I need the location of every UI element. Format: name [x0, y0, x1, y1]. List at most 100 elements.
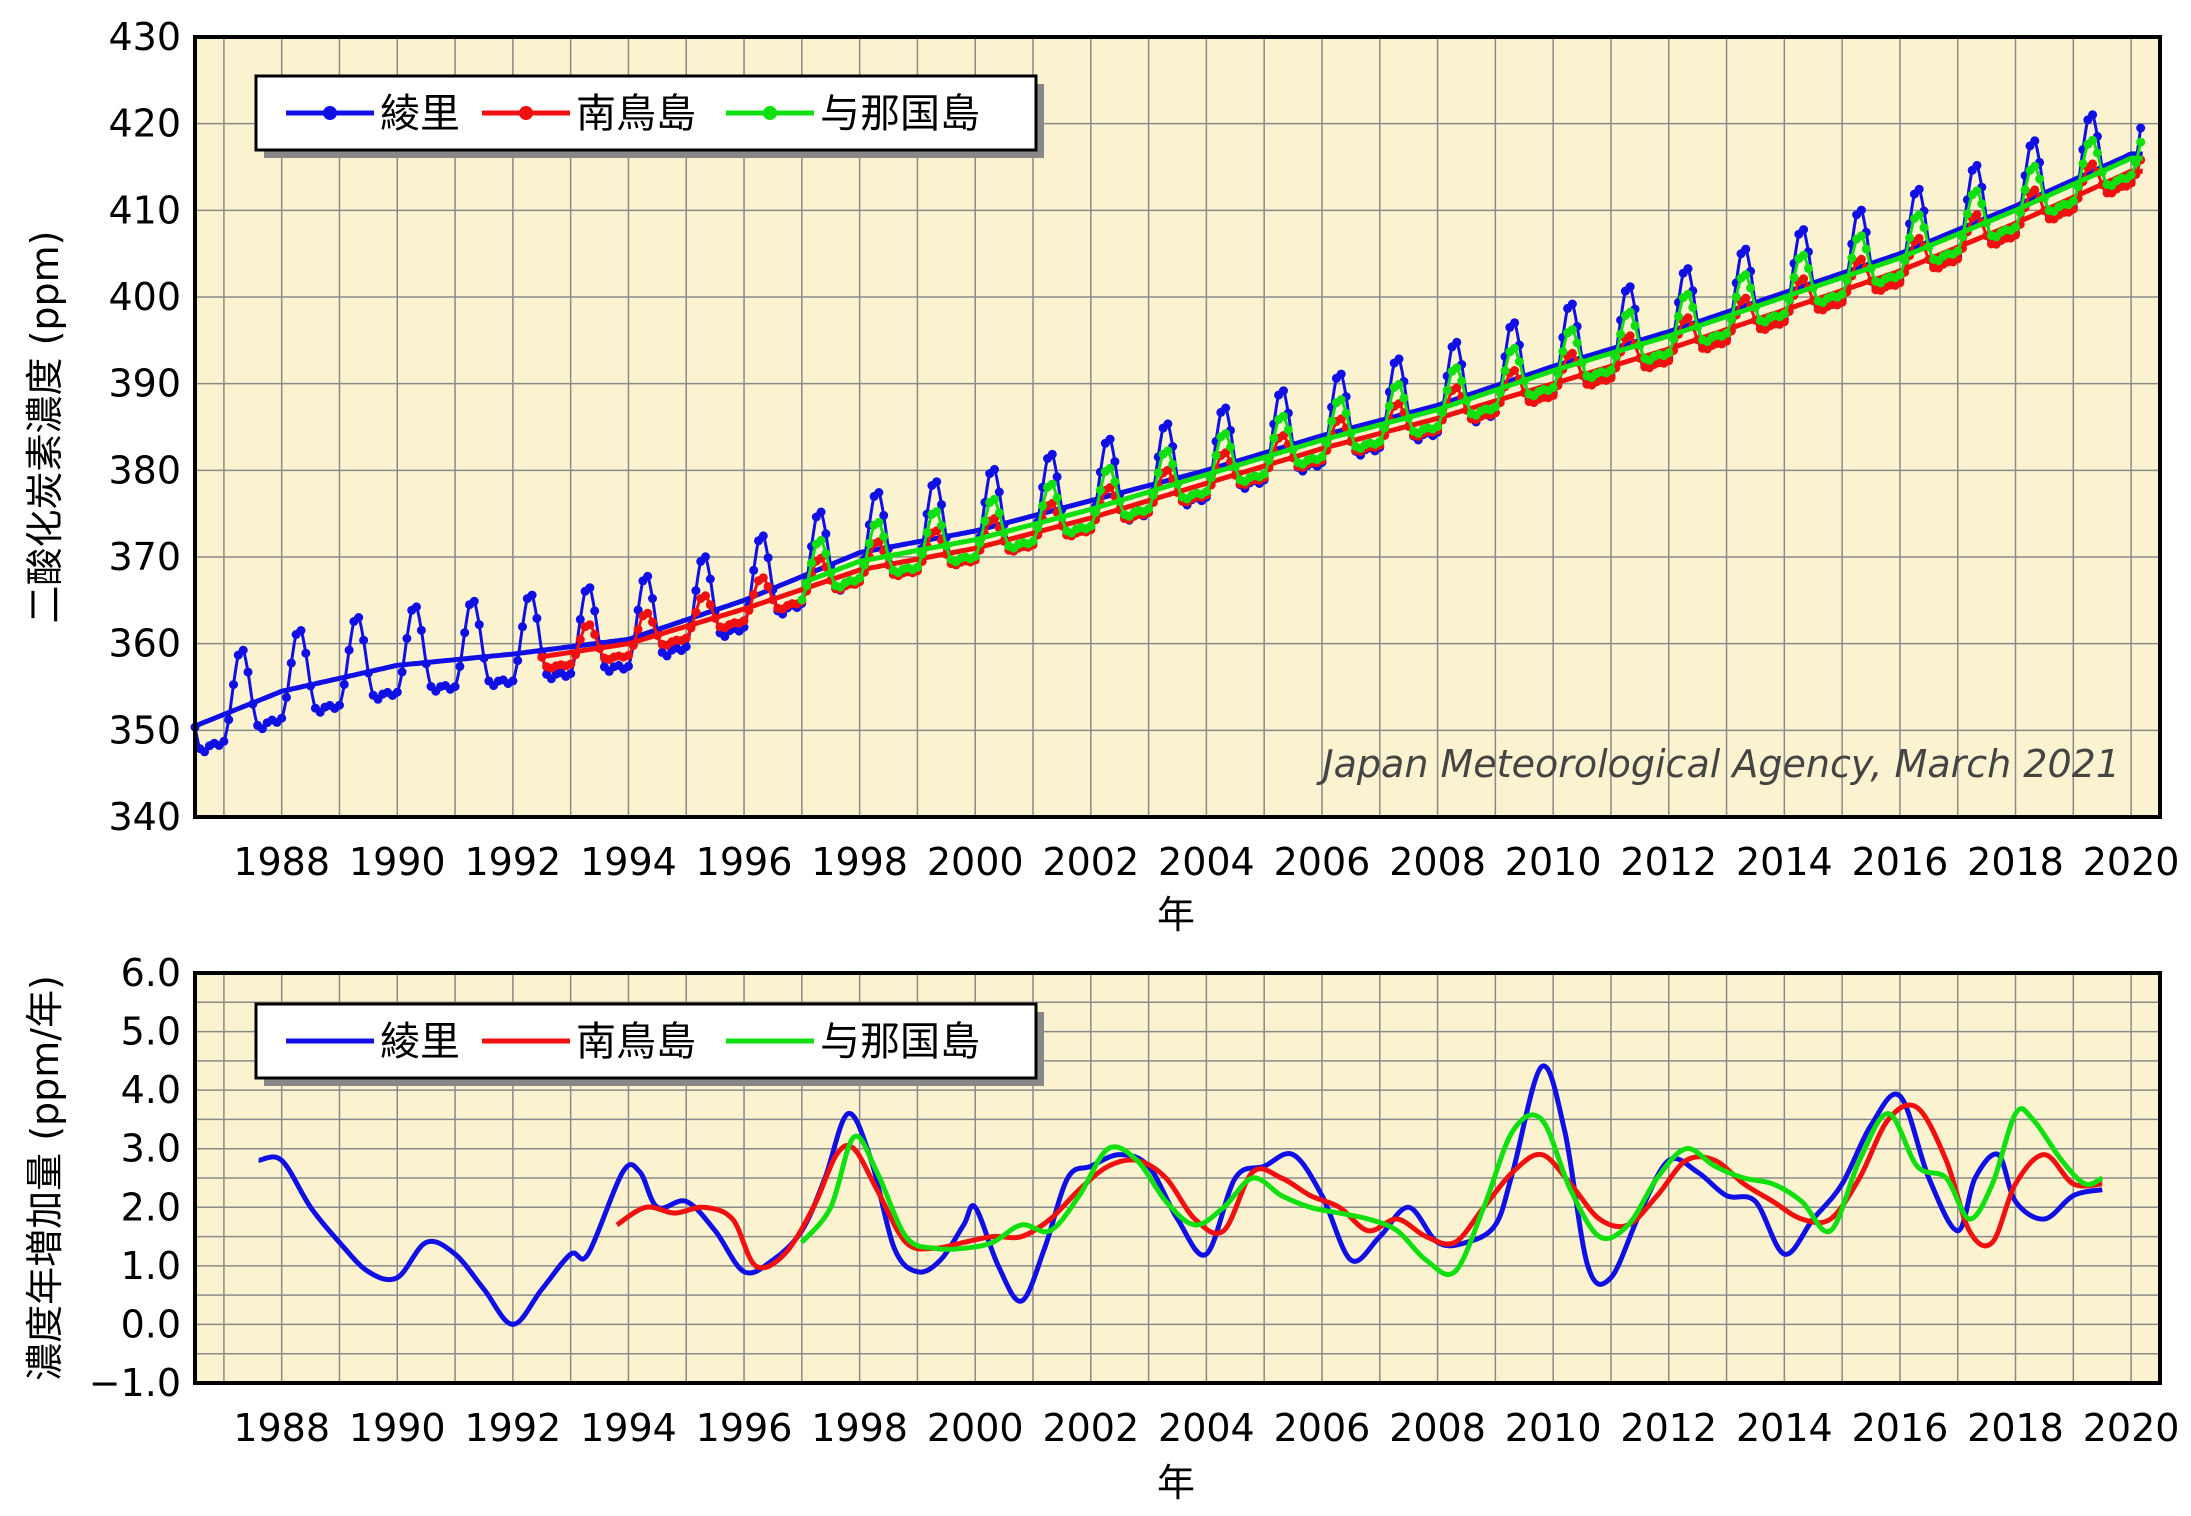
x-tick-label: 2020 [2083, 1406, 2180, 1450]
y-tick-label: 0.0 [121, 1302, 181, 1346]
monthly-point [513, 656, 523, 666]
bottom-legend: 綾里 南鳥島 与那国島 [254, 1002, 1044, 1086]
monthly-point [1625, 331, 1635, 341]
monthly-point [224, 715, 234, 725]
monthly-point [590, 606, 600, 616]
monthly-point [879, 531, 889, 541]
x-tick-label: 2010 [1505, 1406, 1602, 1450]
monthly-point [1375, 437, 1385, 447]
monthly-point [1490, 402, 1500, 412]
monthly-point [277, 713, 287, 723]
monthly-point [1327, 416, 1337, 426]
monthly-point [2126, 170, 2136, 180]
x-tick-label: 2008 [1389, 1406, 1486, 1450]
monthly-point [450, 682, 460, 692]
x-tick-label: 1990 [349, 1406, 446, 1450]
monthly-point [1163, 419, 1173, 429]
x-tick-label: 2012 [1620, 1406, 1717, 1450]
top-y-ticks: 340 350 360 370 380 390 400 410 420 430 [108, 15, 181, 839]
monthly-point [1895, 270, 1905, 280]
monthly-point [1279, 386, 1288, 396]
monthly-point [701, 552, 710, 562]
monthly-point [1741, 270, 1751, 280]
monthly-point [1722, 328, 1731, 338]
monthly-point [1746, 283, 1756, 293]
y-tick-label: 2.0 [121, 1185, 181, 1229]
monthly-point [2030, 136, 2040, 146]
y-tick-label: 340 [108, 795, 181, 839]
monthly-point [932, 507, 942, 517]
monthly-point [1038, 501, 1048, 511]
series-与那国島 [797, 135, 2146, 605]
y-tick-label: −1.0 [89, 1361, 181, 1405]
monthly-point [2078, 159, 2088, 169]
monthly-point [590, 629, 600, 639]
monthly-point [2092, 148, 2102, 158]
monthly-point [1394, 379, 1404, 389]
monthly-point [821, 549, 831, 558]
monthly-point [518, 622, 527, 632]
monthly-point [335, 700, 344, 710]
y-tick-label: 350 [108, 708, 181, 752]
monthly-point [359, 635, 369, 645]
monthly-point [648, 594, 657, 603]
monthly-point [990, 494, 999, 504]
monthly-point [1914, 210, 1924, 220]
monthly-point [2020, 185, 2030, 195]
legend-label: 南鳥島 [576, 91, 696, 137]
monthly-point [1399, 393, 1409, 403]
monthly-point [1731, 292, 1741, 302]
monthly-point [749, 589, 759, 599]
monthly-point [1384, 401, 1394, 411]
bottom-y-axis-label: 濃度年増加量 (ppm/年) [23, 975, 67, 1381]
top-legend: 綾里 南鳥島 与那国島 [254, 74, 1044, 158]
monthly-point [633, 624, 643, 634]
monthly-point [1336, 369, 1346, 379]
monthly-point [1799, 250, 1809, 260]
top-plot-background [195, 37, 2160, 817]
monthly-point [705, 574, 715, 584]
x-tick-label: 1988 [233, 1406, 330, 1450]
monthly-point [1201, 487, 1211, 496]
top-x-ticks: 1988 1990 1992 1994 1996 1998 2000 2002 2004 2006… [233, 840, 2179, 884]
monthly-point [1221, 429, 1231, 439]
monthly-point [739, 616, 749, 626]
monthly-point [2088, 110, 2098, 120]
monthly-point [469, 596, 479, 606]
bottom-plot-frame [193, 971, 2162, 1385]
x-tick-label: 1994 [580, 1406, 677, 1450]
x-tick-label: 1998 [811, 840, 908, 884]
monthly-point [1452, 363, 1462, 373]
monthly-point [691, 586, 701, 596]
monthly-point [397, 667, 407, 677]
x-tick-label: 1996 [696, 840, 793, 884]
top-legend-entries: 綾里 南鳥島 与那国島 [286, 91, 980, 137]
monthly-point [758, 573, 768, 583]
monthly-point [1442, 385, 1452, 395]
monthly-point [354, 613, 364, 622]
monthly-point [1616, 329, 1626, 339]
monthly-point [1105, 463, 1115, 473]
monthly-point [1433, 422, 1443, 431]
monthly-point [1514, 357, 1524, 367]
monthly-point [1052, 493, 1062, 503]
monthly-point [2035, 174, 2045, 184]
monthly-point [874, 488, 884, 497]
y-tick-label: 430 [108, 15, 181, 59]
monthly-point [1457, 376, 1467, 386]
monthly-point [1047, 479, 1057, 489]
monthly-point [648, 617, 657, 627]
monthly-point [1688, 302, 1698, 312]
monthly-point [879, 510, 889, 520]
monthly-point [1625, 307, 1635, 317]
monthly-point [1105, 434, 1115, 444]
monthly-point [575, 635, 585, 644]
monthly-point [532, 613, 542, 623]
monthly-point [1683, 313, 1693, 323]
y-tick-label: 5.0 [121, 1010, 181, 1054]
top-plot-frame [193, 35, 2162, 819]
top-x-axis-label: 年 [1157, 893, 1195, 937]
legend-label: 綾里 [380, 1019, 460, 1065]
monthly-point [1317, 452, 1327, 462]
